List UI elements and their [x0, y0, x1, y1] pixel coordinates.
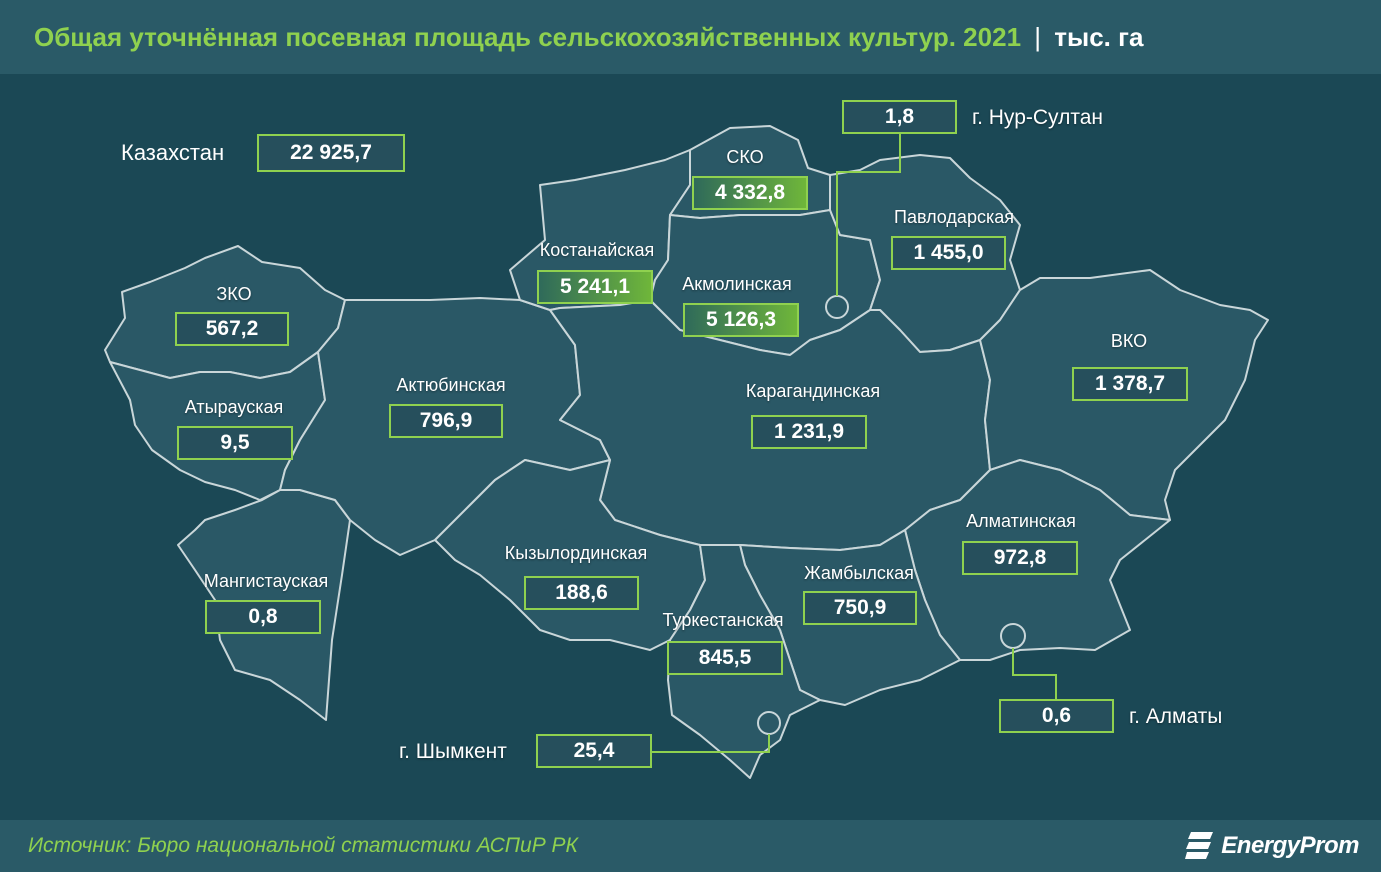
kyzylorda-label: Кызылординская [504, 543, 648, 563]
nursultan-value-box: 1,8 [842, 100, 957, 134]
zko-label: ЗКО [216, 284, 252, 304]
shymkent-value-box: 25,4 [536, 734, 652, 768]
almaty-region-value-box: 972,8 [962, 541, 1078, 575]
atyrau-value-box: 9,5 [177, 426, 293, 460]
footer-bar: Источник: Бюро национальной статистики А… [0, 820, 1381, 872]
zko-value-box: 567,2 [175, 312, 289, 346]
country-label: Казахстан [121, 140, 225, 165]
almaty-value-box: 0,6 [999, 699, 1114, 733]
vko-value-box: 1 378,7 [1072, 367, 1188, 401]
nursultan-label: г. Нур-Султан [972, 106, 1103, 129]
kyzylorda-value-box: 188,6 [524, 576, 639, 610]
akmola-value-box: 5 126,3 [683, 303, 799, 337]
title-text: Общая уточнённая посевная площадь сельск… [34, 22, 1022, 52]
zhambyl-label: Жамбылская [804, 563, 914, 583]
turkestan-value-box: 845,5 [667, 641, 783, 675]
turkestan-label: Туркестанская [662, 610, 784, 630]
mangystau-value-box: 0,8 [205, 600, 321, 634]
atyrau-label: Атырауская [184, 397, 284, 417]
sko-value-box: 4 332,8 [692, 176, 808, 210]
kostanay-value-box: 5 241,1 [537, 270, 653, 304]
header-bar: Общая уточнённая посевная площадь сельск… [0, 0, 1381, 74]
aktobe-label: Актюбинская [396, 375, 506, 395]
brand-logo: EnergyProm [1185, 828, 1359, 864]
akmola-label: Акмолинская [682, 274, 792, 294]
karaganda-label: Карагандинская [745, 381, 881, 401]
source-note: Источник: Бюро национальной статистики А… [28, 834, 578, 857]
country-value-box: 22 925,7 [257, 134, 405, 172]
almaty-leader-line [1012, 648, 1057, 699]
kostanay-label: Костанайская [539, 240, 655, 260]
pavlodar-value-box: 1 455,0 [891, 236, 1006, 270]
shymkent-label: г. Шымкент [399, 740, 507, 763]
karaganda-value-box: 1 231,9 [751, 415, 867, 449]
mangystau-label: Мангистауская [203, 571, 329, 591]
title-separator: | [1034, 22, 1042, 52]
almaty-region-label: Алматинская [966, 511, 1076, 531]
sko-label: СКО [726, 147, 764, 167]
chart-title: Общая уточнённая посевная площадь сельск… [34, 22, 1143, 53]
aktobe-value-box: 796,9 [389, 404, 503, 438]
energyprom-logo-icon [1185, 832, 1214, 859]
brand-name: EnergyProm [1221, 832, 1359, 859]
nursultan-leader-line [836, 134, 901, 296]
almaty-label: г. Алматы [1129, 705, 1223, 728]
title-unit: тыс. га [1054, 22, 1144, 52]
zhambyl-value-box: 750,9 [803, 591, 917, 625]
vko-label: ВКО [1110, 331, 1148, 351]
shymkent-leader-line [652, 734, 770, 753]
pavlodar-label: Павлодарская [894, 207, 1014, 227]
